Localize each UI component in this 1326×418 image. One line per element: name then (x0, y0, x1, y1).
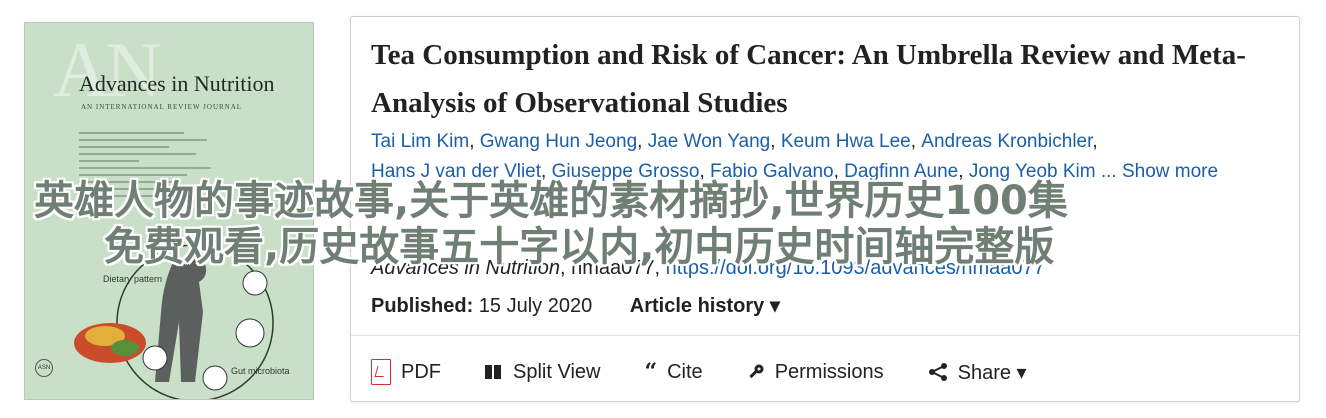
author-link[interactable]: Fabio Galvano (710, 161, 834, 182)
article-card: Tea Consumption and Risk of Cancer: An U… (350, 16, 1300, 402)
citation-line: Advances in Nutrition, nmaa077, https://… (371, 257, 1045, 280)
published-date: 15 July 2020 (478, 295, 593, 317)
author-link[interactable]: Dagfinn Aune (844, 161, 959, 182)
doi-link[interactable]: https://doi.org/10.1093/advances/nmaa077 (665, 257, 1045, 279)
split-view-icon (485, 365, 503, 379)
cover-monogram: AN (53, 26, 162, 113)
author-link[interactable]: Jae Won Yang (647, 131, 771, 152)
cite-label: Cite (667, 360, 703, 383)
journal-name: Advances in Nutrition (371, 257, 560, 279)
split-view-label: Split View (513, 360, 601, 383)
share-button[interactable]: Share ▾ (928, 360, 1027, 385)
author-link[interactable]: Tai Lim Kim (371, 131, 470, 152)
article-toolbar: PDF Split View “ Cite Permissions Share … (371, 359, 1071, 385)
quote-icon: “ (644, 359, 658, 385)
permissions-label: Permissions (774, 360, 884, 383)
pdf-label: PDF (401, 360, 441, 383)
article-title: Tea Consumption and Risk of Cancer: An U… (371, 39, 1246, 119)
cite-button[interactable]: “ Cite (644, 361, 702, 384)
author-link[interactable]: Hans J van der Vliet (371, 161, 542, 182)
cover-illustration (74, 244, 274, 399)
divider (351, 335, 1299, 336)
society-logo: ASN (35, 359, 53, 377)
permissions-button[interactable]: Permissions (747, 361, 884, 384)
author-link[interactable]: Andreas Kronbichler (921, 131, 1093, 152)
key-icon (747, 363, 765, 381)
publication-info: Published: 15 July 2020 Article history … (371, 293, 780, 318)
share-label: Share ▾ (957, 361, 1027, 384)
journal-cover[interactable]: AN Advances in Nutrition AN INTERNATIONA… (24, 22, 314, 400)
show-more-authors-link[interactable]: ... Show more (1100, 161, 1219, 182)
author-list: Tai Lim Kim, Gwang Hun Jeong, Jae Won Ya… (371, 131, 1219, 182)
author-link[interactable]: Jong Yeob Kim (968, 161, 1096, 182)
author-link[interactable]: Gwang Hun Jeong (479, 131, 638, 152)
cover-journal-name: Advances in Nutrition (79, 71, 275, 96)
pdf-icon (371, 359, 391, 385)
author-link[interactable]: Keum Hwa Lee (780, 131, 911, 152)
author-link[interactable]: Giuseppe Grosso (551, 161, 700, 182)
cover-contents-list (79, 127, 229, 202)
split-view-button[interactable]: Split View (485, 361, 600, 384)
share-icon (928, 363, 948, 381)
cover-subtitle: AN INTERNATIONAL REVIEW JOURNAL (81, 103, 243, 111)
published-label: Published: (371, 295, 474, 317)
article-id: , nmaa077, (559, 257, 666, 279)
article-history-dropdown[interactable]: Article history ▾ (629, 295, 780, 317)
pdf-button[interactable]: PDF (371, 359, 441, 385)
